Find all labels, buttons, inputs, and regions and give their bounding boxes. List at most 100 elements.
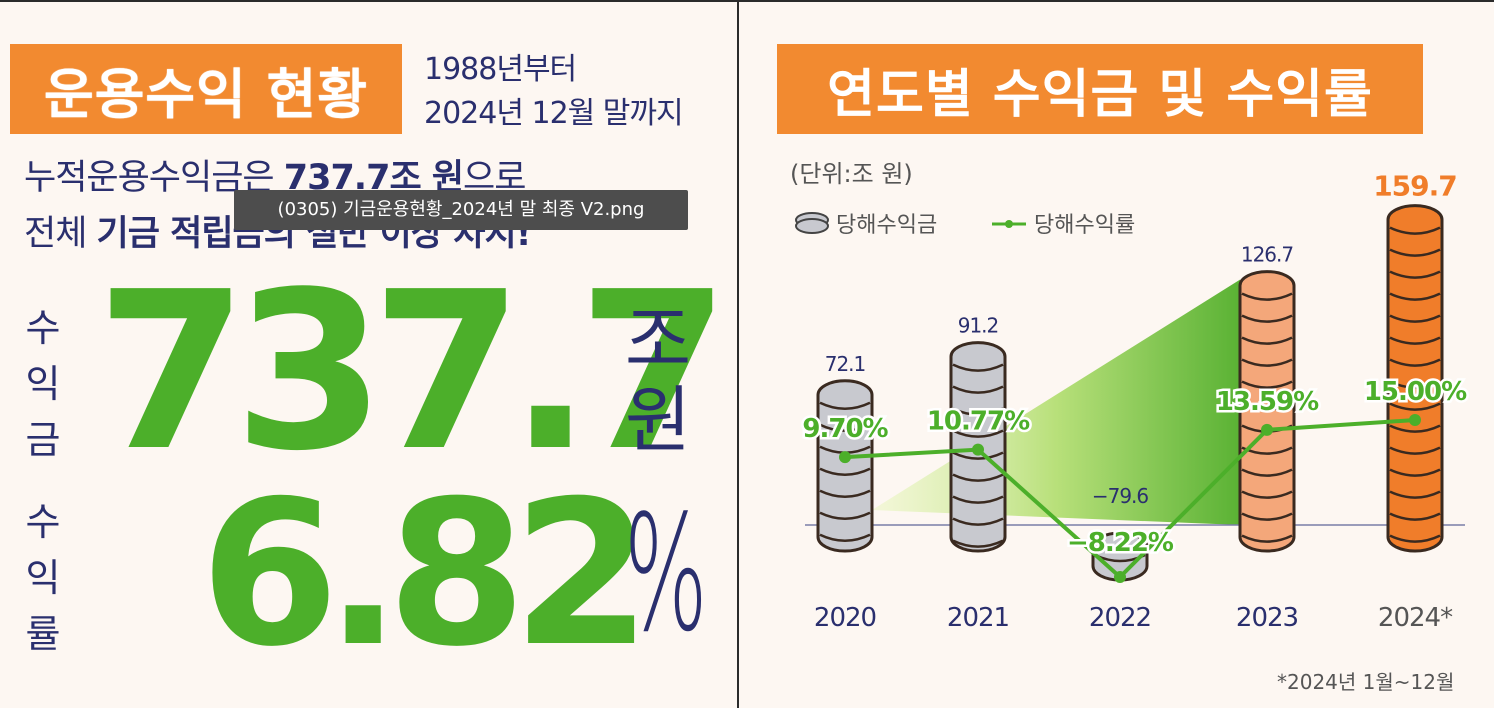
- coin-edge: [1389, 270, 1441, 279]
- coin-edge: [1241, 512, 1293, 521]
- coin-edge: [1389, 248, 1441, 257]
- desc-line1-pre: 누적운용수익금은: [24, 158, 284, 198]
- coin-edge: [1389, 336, 1441, 345]
- coin-edge: [1241, 314, 1293, 323]
- rate-label-char: 률: [25, 612, 61, 656]
- coin-edge: [952, 363, 1004, 372]
- coin-edge: [819, 489, 871, 499]
- footnote: *2024년 1월~12월: [1277, 670, 1455, 694]
- coin-edge: [1389, 424, 1441, 433]
- coin-edge: [1389, 468, 1441, 477]
- coin-edge: [1241, 336, 1293, 345]
- coin-stack-bar: [1238, 270, 1296, 553]
- desc-line1: 누적운용수익금은 737.7조 원으로: [24, 150, 531, 206]
- left-title: 운용수익 현황: [44, 62, 368, 126]
- coin-body: [816, 379, 874, 553]
- x-tick-label: 2024*: [1378, 603, 1453, 633]
- coin-edge: [1241, 358, 1293, 367]
- coin-edge: [952, 539, 1004, 548]
- legend: 당해수익금 당해수익률: [795, 212, 1135, 238]
- coin-edge: [819, 511, 871, 521]
- rate-point: [1114, 571, 1126, 583]
- unit-label: (단위:조 원): [790, 160, 913, 188]
- legend-rate-dot: [1005, 220, 1013, 228]
- income-unit: 조 원: [618, 300, 698, 460]
- income-unit-char: 원: [624, 378, 692, 462]
- rate-value-label: 9.70%: [802, 414, 888, 444]
- coin-edge: [819, 401, 871, 411]
- coin-edge: [1389, 380, 1441, 389]
- yearly-chart: (단위:조 원) 당해수익금 당해수익률 72.1 91.2 −79.6 126.7 15…: [790, 160, 1471, 633]
- income-value-label: −79.6: [1092, 484, 1149, 508]
- rate-point: [1409, 414, 1421, 426]
- rate-value-label: −8.22%: [1067, 528, 1174, 558]
- coin-edge: [1241, 490, 1293, 499]
- income-value: 737.7: [96, 246, 730, 499]
- period-line2: 2024년 12월 말까지: [424, 96, 684, 131]
- coin-edge: [952, 385, 1004, 394]
- gradient-area: [872, 279, 1240, 525]
- coin-stack-bar: [1386, 204, 1444, 553]
- right-title: 연도별 수익금 및 수익률: [827, 64, 1373, 125]
- coin-edge: [952, 517, 1004, 526]
- income-value-label: 72.1: [825, 352, 866, 376]
- coin-edge: [819, 423, 871, 433]
- income-label-char: 수: [25, 306, 61, 350]
- coin-edge: [1389, 512, 1441, 521]
- rate-value: 6.82: [200, 458, 651, 691]
- panel-divider: [737, 0, 739, 708]
- coin-edge: [952, 407, 1004, 416]
- coin-edge: [1389, 314, 1441, 323]
- income-value-label: 91.2: [958, 314, 999, 338]
- coin-edge: [1389, 490, 1441, 499]
- right-title-box: 연도별 수익금 및 수익률: [777, 44, 1423, 134]
- coin-edge: [952, 473, 1004, 482]
- period-text: 1988년부터 2024년 12월 말까지: [424, 48, 684, 136]
- x-tick-label: 2021: [947, 603, 1009, 633]
- filename-tooltip: (0305) 기금운용현황_2024년 말 최종 V2.png: [234, 190, 688, 230]
- period-line1: 1988년부터: [424, 52, 577, 87]
- coin-edge: [1389, 226, 1441, 235]
- coin-edge: [1389, 402, 1441, 411]
- rate-label-char: 익: [25, 556, 61, 600]
- income-label-char: 익: [25, 362, 61, 406]
- income-value-label: 159.7: [1373, 170, 1457, 203]
- coin-edge: [952, 429, 1004, 438]
- rate-point: [972, 443, 984, 456]
- left-title-box: 운용수익 현황: [10, 44, 402, 134]
- rate-label: 수 익 률: [18, 494, 68, 662]
- coin-edge: [1389, 292, 1441, 301]
- income-label-char: 금: [25, 418, 61, 462]
- rate-value-label: 15.00%: [1364, 377, 1467, 407]
- coin-stack-bar: [816, 379, 874, 553]
- top-border: [0, 0, 1494, 2]
- income-value-label: 126.7: [1241, 243, 1294, 267]
- rate-point: [839, 451, 851, 464]
- x-tick-label: 2023: [1236, 603, 1298, 633]
- coin-edge: [1241, 468, 1293, 477]
- rate-unit: %: [624, 480, 708, 667]
- coin-edge: [1389, 358, 1441, 367]
- coin-edge: [1241, 402, 1293, 411]
- coin-edge: [819, 533, 871, 543]
- coin-edge: [1241, 380, 1293, 389]
- legend-coin-icon: [795, 218, 829, 234]
- x-tick-label: 2022: [1089, 603, 1151, 633]
- x-tick-label: 2020: [814, 603, 876, 633]
- rate-label-char: 수: [25, 500, 61, 544]
- coin-edge: [1389, 446, 1441, 455]
- coin-body: [1386, 204, 1444, 553]
- coin-edge: [1241, 292, 1293, 301]
- income-unit-char: 조: [624, 298, 692, 382]
- desc-line2-pre: 전체: [24, 214, 97, 254]
- rate-value-label: 10.77%: [927, 407, 1030, 437]
- coin-edge: [952, 495, 1004, 504]
- coin-edge: [952, 451, 1004, 460]
- legend-income-label: 당해수익금: [836, 213, 937, 238]
- income-label: 수 익 금: [18, 300, 68, 468]
- coin-edge: [1241, 534, 1293, 543]
- legend-rate-label: 당해수익률: [1034, 213, 1135, 238]
- rate-value-label: 13.59%: [1216, 387, 1319, 417]
- coin-edge: [819, 467, 871, 477]
- rate-point: [1261, 423, 1273, 436]
